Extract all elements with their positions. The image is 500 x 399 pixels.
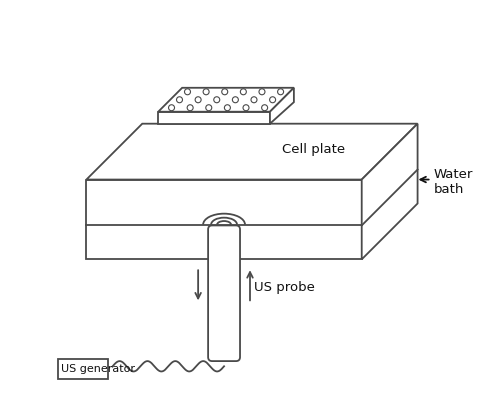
Polygon shape (362, 124, 418, 259)
Polygon shape (158, 112, 270, 124)
Polygon shape (158, 88, 294, 112)
Bar (58, 359, 108, 379)
Polygon shape (86, 124, 417, 180)
Text: US generator: US generator (62, 364, 136, 374)
Polygon shape (86, 180, 362, 259)
Text: US probe: US probe (254, 281, 315, 294)
Polygon shape (270, 88, 294, 124)
FancyBboxPatch shape (208, 225, 240, 361)
Text: Cell plate: Cell plate (282, 143, 345, 156)
Text: Water
bath: Water bath (434, 168, 473, 196)
